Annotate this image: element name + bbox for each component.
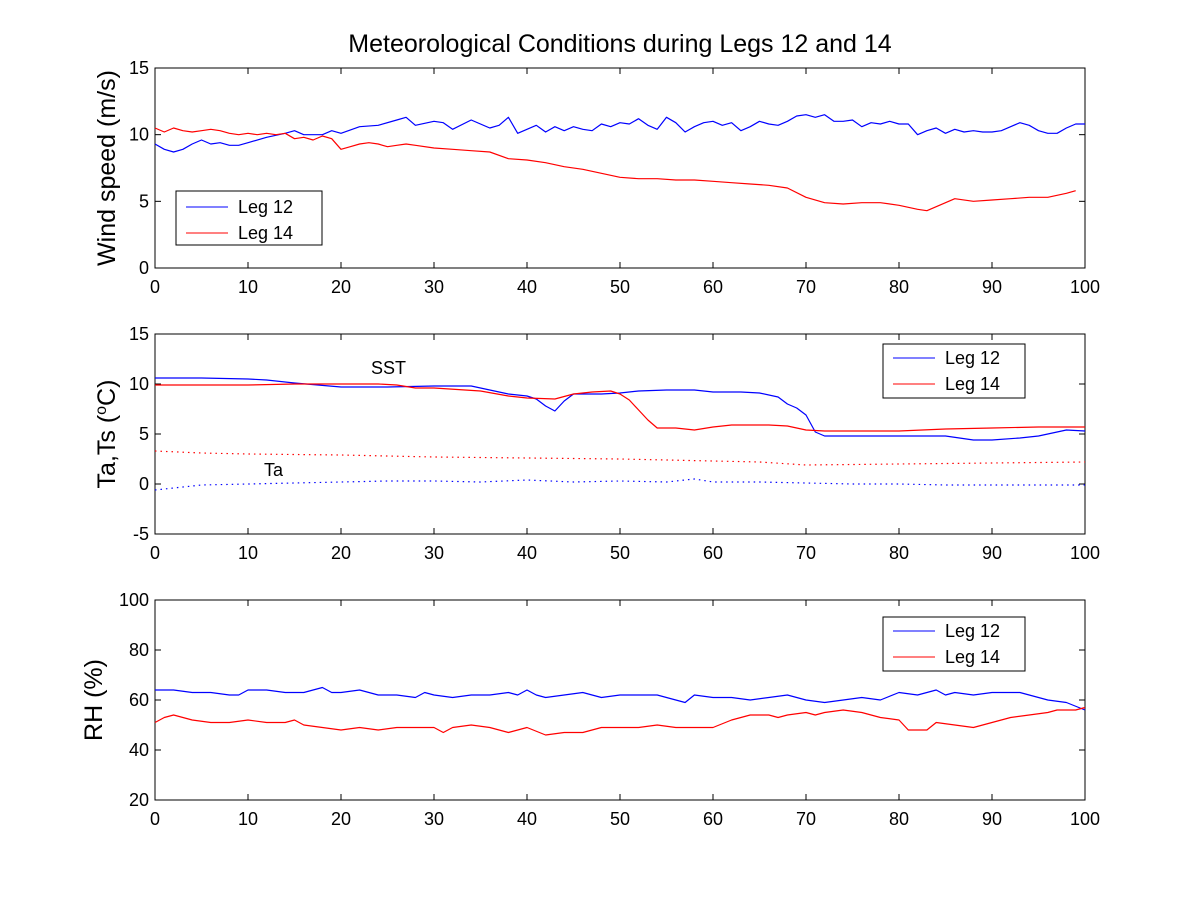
x-tick-label: 100 (1070, 543, 1100, 563)
x-tick-label: 0 (150, 543, 160, 563)
series-line-leg-12 (154, 114, 1085, 153)
legend-label-leg-12: Leg 12 (945, 621, 1000, 641)
x-tick-label: 0 (150, 809, 160, 829)
panel-relative-humidity: 0 10 20 30 40 50 60 70 80 90 100 20 40 60 80 100 RH (%… (80, 590, 1100, 829)
y-tick-label: 15 (129, 58, 149, 78)
x-tick-label: 10 (238, 277, 258, 297)
x-ticks: 0 10 20 30 40 50 60 70 80 90 100 (150, 600, 1100, 829)
legend-box (882, 616, 1026, 672)
legend-label-leg-14: Leg 14 (945, 647, 1000, 667)
x-tick-label: 90 (982, 543, 1002, 563)
y-tick-label: 0 (139, 474, 149, 494)
x-tick-label: 50 (610, 277, 630, 297)
legend-label-leg-14: Leg 14 (238, 223, 293, 243)
y-tick-label: -5 (133, 524, 149, 544)
x-tick-label: 60 (703, 809, 723, 829)
x-tick-label: 10 (238, 543, 258, 563)
y-ticks: 0 5 10 15 (129, 58, 1085, 278)
x-tick-label: 30 (424, 809, 444, 829)
y-tick-label: 15 (129, 324, 149, 344)
annotation-sst: SST (371, 358, 406, 378)
x-tick-label: 20 (331, 543, 351, 563)
x-tick-label: 100 (1070, 277, 1100, 297)
y-ticks: -5 0 5 10 15 (129, 324, 1085, 544)
y-tick-label: 5 (139, 424, 149, 444)
series-group (154, 377, 1086, 491)
series-line-leg-12-ta (154, 478, 1085, 491)
legend: Leg 12 Leg 14 (882, 343, 1026, 399)
x-tick-label: 20 (331, 277, 351, 297)
legend-label-leg-12: Leg 12 (238, 197, 293, 217)
legend-box (175, 190, 323, 246)
chart-title: Meteorological Conditions during Legs 12… (348, 30, 892, 58)
series-line-leg-14 (154, 706, 1086, 736)
x-tick-label: 40 (517, 543, 537, 563)
x-tick-label: 50 (610, 809, 630, 829)
y-axis-label: RH (%) (80, 659, 108, 741)
y-tick-label: 40 (129, 740, 149, 760)
x-tick-label: 70 (796, 543, 816, 563)
x-tick-label: 10 (238, 809, 258, 829)
x-tick-label: 80 (889, 277, 909, 297)
y-tick-label: 10 (129, 374, 149, 394)
y-axis-label-degree: o (93, 406, 110, 415)
y-tick-label: 0 (139, 258, 149, 278)
x-tick-label: 0 (150, 277, 160, 297)
x-tick-label: 100 (1070, 809, 1100, 829)
x-tick-label: 50 (610, 543, 630, 563)
y-tick-label: 60 (129, 690, 149, 710)
x-tick-label: 80 (889, 543, 909, 563)
x-ticks: 0 10 20 30 40 50 60 70 80 90 100 (150, 68, 1100, 297)
x-tick-label: 90 (982, 809, 1002, 829)
series-line-leg-14 (154, 127, 1076, 212)
series-line-leg-12 (155, 686, 1086, 711)
panel-wind-speed: 0 10 20 30 40 50 60 70 80 90 100 0 5 10 15 Wind speed… (93, 58, 1100, 297)
y-tick-label: 100 (119, 590, 149, 610)
y-ticks: 20 40 60 80 100 (119, 590, 1085, 810)
y-tick-label: 5 (139, 191, 149, 211)
x-tick-label: 60 (703, 277, 723, 297)
x-tick-label: 40 (517, 809, 537, 829)
y-tick-label: 10 (129, 125, 149, 145)
series-line-leg-12 (155, 377, 1086, 441)
series-group (154, 114, 1085, 212)
x-tick-label: 80 (889, 809, 909, 829)
y-tick-label: 20 (129, 790, 149, 810)
series-group (154, 686, 1086, 736)
y-axis-label: Wind speed (m/s) (93, 70, 121, 266)
x-tick-label: 30 (424, 543, 444, 563)
x-tick-label: 30 (424, 277, 444, 297)
x-tick-label: 40 (517, 277, 537, 297)
annotation-ta: Ta (264, 460, 284, 480)
legend-label-leg-12: Leg 12 (945, 348, 1000, 368)
series-line-leg-14 (155, 383, 1085, 432)
y-tick-label: 80 (129, 640, 149, 660)
y-axis-label-main: Ta,Ts ( (93, 414, 121, 488)
x-tick-label: 20 (331, 809, 351, 829)
x-tick-label: 70 (796, 809, 816, 829)
x-ticks: 0 10 20 30 40 50 60 70 80 90 100 (150, 334, 1100, 563)
x-tick-label: 70 (796, 277, 816, 297)
legend-label-leg-14: Leg 14 (945, 374, 1000, 394)
legend-box (882, 343, 1026, 399)
y-axis-label: Ta,Ts (oC) (93, 380, 121, 489)
legend: Leg 12 Leg 14 (175, 190, 323, 246)
x-tick-label: 60 (703, 543, 723, 563)
legend: Leg 12 Leg 14 (882, 616, 1026, 672)
x-tick-label: 90 (982, 277, 1002, 297)
y-axis-label-unit: C) (93, 380, 121, 406)
